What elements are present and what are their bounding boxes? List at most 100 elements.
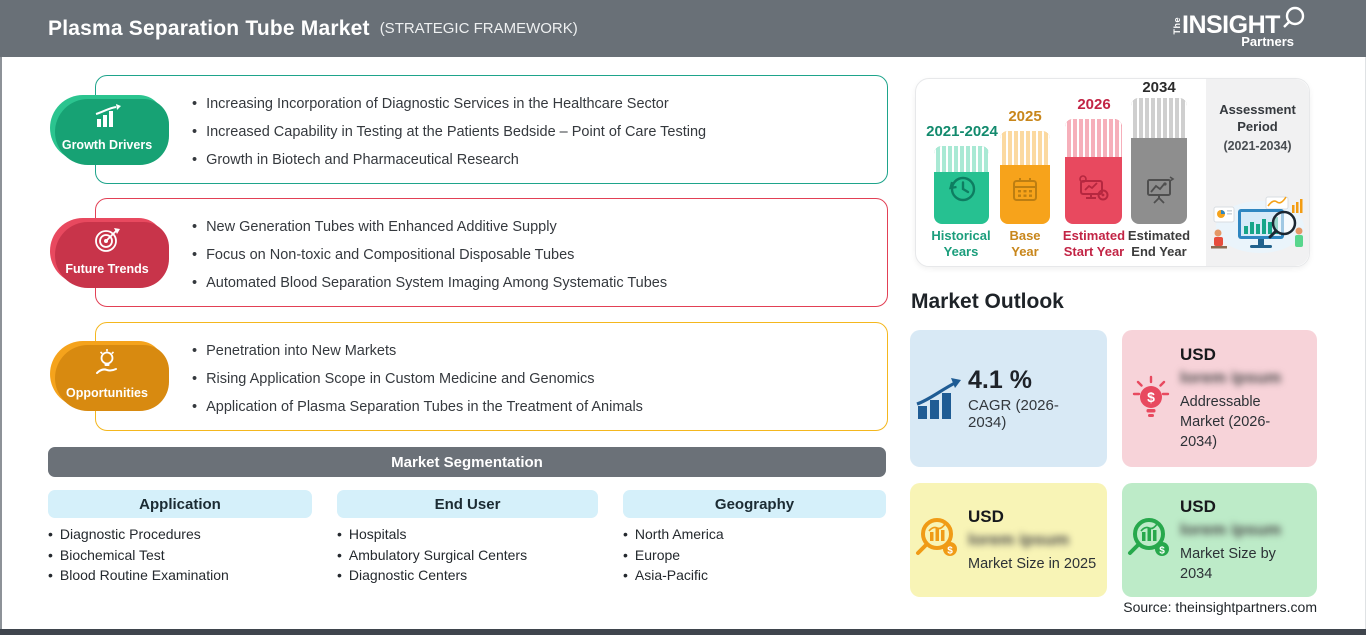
application-list: Diagnostic Procedures Biochemical Test B…: [48, 524, 229, 586]
bar-caption: Base Year: [985, 228, 1065, 260]
assessment-period-range: (2021-2034): [1223, 139, 1292, 153]
bar-stripe-cap: [1000, 131, 1050, 165]
growth-drivers-box: Increasing Incorporation of Diagnostic S…: [95, 75, 888, 184]
end-user-list: Hospitals Ambulatory Surgical Centers Di…: [337, 524, 527, 586]
estimated-start-year-bar: [1065, 119, 1122, 224]
addressable-market-card: $ USD lorem ipsum Addressable Market (20…: [1122, 330, 1317, 467]
card-label: Market Size by 2034: [1180, 545, 1276, 582]
monitor-gear-icon: [1075, 173, 1113, 212]
list-item: Ambulatory Surgical Centers: [337, 545, 527, 566]
svg-text:$: $: [1159, 546, 1165, 557]
base-year-bar: [1000, 131, 1050, 224]
future-trends-badge: Future Trends: [50, 218, 164, 284]
historical-years-bar: [934, 146, 989, 224]
list-item: Asia-Pacific: [623, 565, 724, 586]
list-item: Diagnostic Centers: [337, 565, 527, 586]
list-item: Automated Blood Separation System Imagin…: [192, 269, 887, 297]
bar-stripe-cap: [1131, 98, 1187, 138]
bar-caption: Estimated End Year: [1119, 228, 1199, 260]
bar-stripe-cap: [934, 146, 989, 172]
magnifier-chart-orange-icon: $: [910, 514, 968, 566]
projector-screen-icon: [1141, 173, 1177, 212]
list-item: Increased Capability in Testing at the P…: [192, 118, 887, 146]
future-trends-box: New Generation Tubes with Enhanced Addit…: [95, 198, 888, 307]
logo-insight: INSIGHT: [1182, 11, 1280, 39]
currency-label: USD: [1180, 345, 1216, 364]
currency-label: USD: [968, 506, 1004, 526]
header-bar: Plasma Separation Tube Market (STRATEGIC…: [0, 0, 1366, 57]
list-item: Diagnostic Procedures: [48, 524, 229, 545]
list-item: Europe: [623, 545, 724, 566]
currency-label: USD: [1180, 496, 1216, 516]
calendar-icon: [1008, 173, 1042, 212]
list-item: Growth in Biotech and Pharmaceutical Res…: [192, 146, 887, 174]
list-item: Increasing Incorporation of Diagnostic S…: [192, 90, 887, 118]
caption-line: Estimated: [1127, 228, 1191, 243]
source-attribution: Source: theinsightpartners.com: [1123, 599, 1317, 615]
caption-line: Year: [1011, 244, 1039, 259]
caption-line: End Year: [1131, 244, 1187, 259]
bulb-dollar-icon: $: [1122, 373, 1180, 425]
logo-partners: Partners: [1241, 34, 1294, 49]
segment-header-end-user: End User: [337, 490, 598, 518]
caption-line: Start Year: [1063, 244, 1125, 259]
bar-stripe-cap: [1065, 119, 1122, 157]
caption-line: Base: [1009, 228, 1041, 243]
page-subtitle: (STRATEGIC FRAMEWORK): [379, 20, 578, 37]
year-label: 2025: [1008, 108, 1042, 125]
list-item: Blood Routine Examination: [48, 565, 229, 586]
analysts-illustration: [1208, 193, 1308, 260]
geography-list: North America Europe Asia-Pacific: [623, 524, 724, 586]
card-label: Addressable Market (2026-2034): [1180, 394, 1271, 450]
cagr-card: 4.1 % CAGR (2026-2034): [910, 330, 1107, 467]
list-item: Focus on Non-toxic and Compositional Dis…: [192, 241, 887, 269]
estimated-end-year-bar: [1131, 98, 1187, 224]
cagr-label: CAGR (2026-2034): [968, 397, 1059, 431]
bottom-window-edge: [0, 629, 1366, 635]
blurred-value: lorem ipsum: [968, 529, 1070, 549]
segment-header-geography: Geography: [623, 490, 886, 518]
growth-chart-icon: [91, 104, 123, 135]
opportunities-box: Penetration into New Markets Rising Appl…: [95, 322, 888, 431]
year-label: 2021-2024: [926, 123, 998, 140]
list-item: New Generation Tubes with Enhanced Addit…: [192, 213, 887, 241]
segment-header-application: Application: [48, 490, 312, 518]
magnifier-icon: [1278, 6, 1308, 41]
svg-text:$: $: [947, 546, 953, 557]
svg-text:$: $: [1147, 389, 1155, 405]
market-size-2025-card: $ USD lorem ipsum Market Size in 2025: [910, 483, 1107, 597]
market-segmentation-bar: Market Segmentation: [48, 447, 886, 477]
caption-line: Estimated: [1062, 228, 1126, 243]
assessment-period-panel: Assessment Period (2021-2034): [1206, 79, 1309, 266]
year-label: 2034: [1142, 79, 1176, 96]
badge-label: Growth Drivers: [61, 138, 153, 152]
caption-line: Years: [943, 244, 979, 259]
page-title: Plasma Separation Tube Market: [48, 16, 370, 40]
bulb-hand-icon: [92, 348, 122, 383]
logo-the: The: [1172, 17, 1182, 35]
insight-partners-logo: The INSIGHT Partners: [1172, 6, 1312, 52]
market-outlook-title: Market Outlook: [911, 290, 1064, 313]
market-size-2034-card: $ USD lorem ipsum Market Size by 2034: [1122, 483, 1317, 597]
history-clock-icon: [944, 171, 980, 212]
list-item: Application of Plasma Separation Tubes i…: [192, 393, 887, 421]
growth-drivers-list: Increasing Incorporation of Diagnostic S…: [96, 76, 887, 174]
assessment-period-label: Assessment Period: [1219, 102, 1296, 134]
list-item: Rising Application Scope in Custom Medic…: [192, 365, 887, 393]
left-edge-line: [0, 57, 2, 629]
blurred-value: lorem ipsum: [1180, 519, 1282, 539]
bar-caption: Estimated Start Year: [1054, 228, 1134, 260]
cagr-chart-icon: [910, 376, 968, 422]
list-item: North America: [623, 524, 724, 545]
badge-label: Opportunities: [66, 386, 148, 400]
blurred-value: lorem ipsum: [1180, 368, 1282, 387]
bar-caption: Historical Years: [921, 228, 1001, 260]
future-trends-list: New Generation Tubes with Enhanced Addit…: [96, 199, 887, 297]
magnifier-chart-green-icon: $: [1122, 514, 1180, 566]
segment-header-label: Geography: [714, 495, 795, 513]
caption-line: Historical: [931, 228, 991, 243]
card-label: Market Size in 2025: [968, 555, 1097, 572]
segmentation-title: Market Segmentation: [391, 453, 543, 471]
list-item: Penetration into New Markets: [192, 337, 887, 365]
